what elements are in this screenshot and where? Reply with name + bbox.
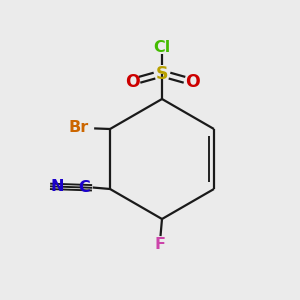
Text: O: O xyxy=(124,73,140,91)
Text: F: F xyxy=(155,237,166,252)
Text: Cl: Cl xyxy=(153,40,171,55)
Text: N: N xyxy=(51,179,64,194)
Text: S: S xyxy=(156,64,168,82)
Text: C: C xyxy=(78,180,89,195)
Text: Br: Br xyxy=(68,120,89,135)
Text: O: O xyxy=(184,73,200,91)
